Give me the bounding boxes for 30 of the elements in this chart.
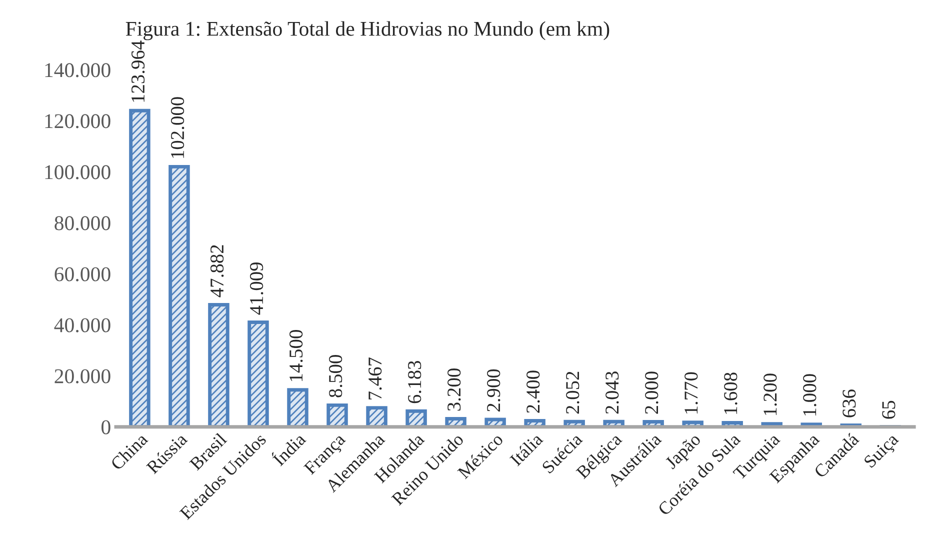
data-label: 3.200 xyxy=(448,368,461,411)
data-label: 1.770 xyxy=(684,372,698,414)
y-tick-label: 100.000 xyxy=(45,165,110,180)
data-label: 102.000 xyxy=(170,97,184,158)
data-label: 6.183 xyxy=(408,360,422,404)
y-tick-label: 0 xyxy=(102,420,110,434)
x-tick-label: Itália xyxy=(509,432,544,466)
y-tick-label: 20.000 xyxy=(54,369,110,384)
data-label: 636 xyxy=(842,390,856,418)
y-tick-label: 120.000 xyxy=(45,114,110,128)
y-tick-label: 140.000 xyxy=(45,63,110,78)
data-label: 2.900 xyxy=(487,369,500,412)
data-label: 2.052 xyxy=(566,372,580,414)
data-label: 123.964 xyxy=(132,40,145,102)
data-label: 2.000 xyxy=(645,372,658,414)
data-label: 47.882 xyxy=(210,245,224,298)
data-label: 41.009 xyxy=(250,262,264,315)
data-label: 1.200 xyxy=(764,374,777,415)
y-tick-label: 80.000 xyxy=(54,216,110,230)
y-tick-label: 60.000 xyxy=(54,267,110,282)
data-label: 2.043 xyxy=(606,372,619,414)
data-label: 1.608 xyxy=(724,372,738,414)
y-tick-label: 40.000 xyxy=(54,318,110,332)
data-label: 65 xyxy=(882,400,896,419)
data-label: 7.467 xyxy=(368,357,382,400)
data-label: 8.500 xyxy=(328,355,342,398)
data-label: 14.500 xyxy=(289,330,303,382)
data-label: 2.400 xyxy=(526,370,540,413)
data-label: 1.000 xyxy=(803,374,816,416)
chart-title: Figura 1: Extensão Total de Hidrovias no Mundo (em km) xyxy=(126,21,610,40)
